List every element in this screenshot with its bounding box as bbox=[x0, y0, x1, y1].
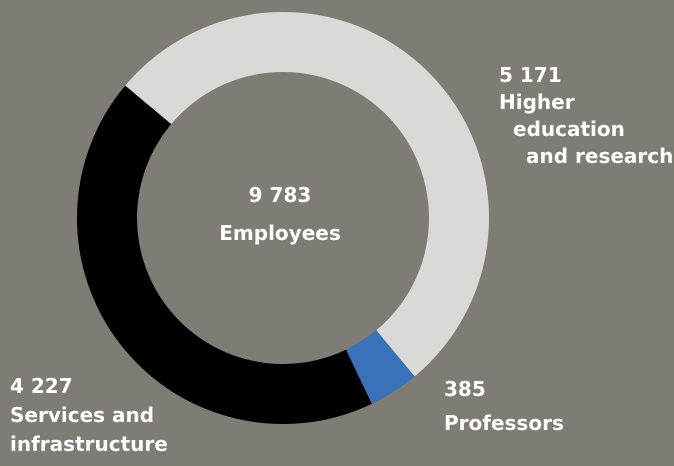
slice-name-line: Professors bbox=[444, 411, 564, 435]
slice-higher-education bbox=[125, 11, 490, 377]
slice-name-line: education bbox=[513, 117, 625, 141]
slice-name-line: Services and bbox=[10, 403, 155, 427]
center-total-value: 9 783 bbox=[248, 183, 312, 207]
slice-name-line: and research bbox=[526, 144, 674, 168]
slice-label-professors: 385 Professors bbox=[444, 372, 564, 440]
slice-value-services: 4 227 bbox=[10, 374, 73, 398]
slice-label-services: 4 227 Services and infrastructure bbox=[10, 372, 168, 459]
center-total-caption: Employees bbox=[219, 221, 341, 245]
slice-name-line: Higher bbox=[499, 90, 575, 114]
slice-professors bbox=[345, 330, 415, 404]
slice-name-line: infrastructure bbox=[10, 432, 168, 456]
donut-slices bbox=[77, 11, 490, 424]
center-total-label: 9 783 Employees bbox=[180, 176, 380, 252]
slice-value-professors: 385 bbox=[444, 377, 486, 401]
slice-services bbox=[77, 85, 372, 424]
slice-label-higher-education: 5 171 Higher education and research bbox=[499, 62, 673, 170]
slice-value-higher-education: 5 171 bbox=[499, 63, 562, 87]
